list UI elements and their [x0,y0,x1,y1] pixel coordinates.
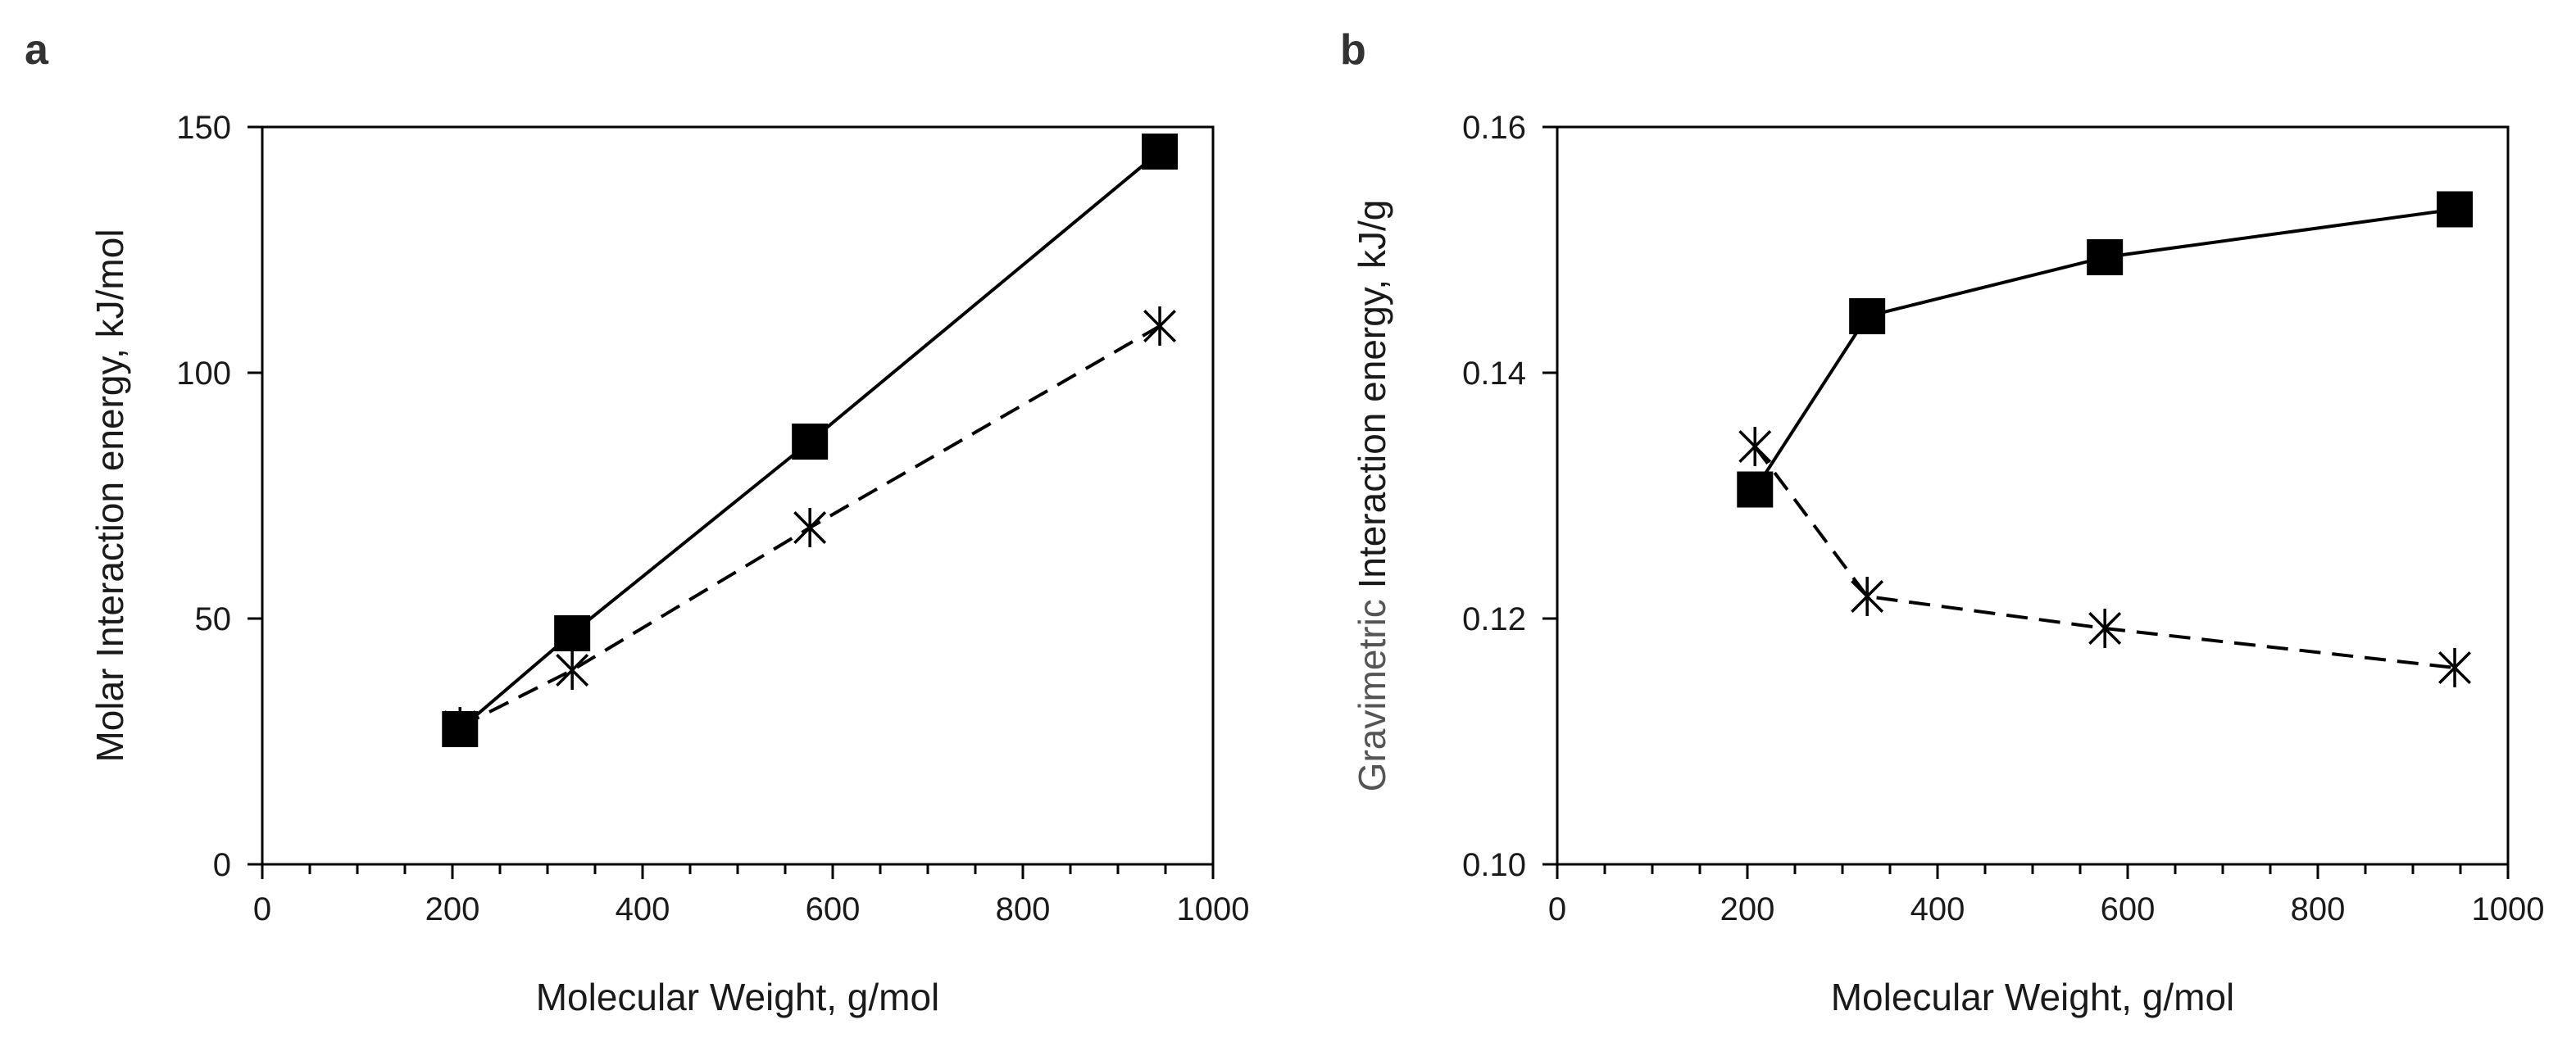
series-line-squares [459,150,1161,731]
x-tick-label: 200 [425,891,480,927]
x-tick-label: 400 [1910,891,1965,927]
data-point-square [1849,298,1886,334]
data-point-square [1142,134,1179,170]
star-stroke [443,710,477,743]
star-stroke [556,654,589,687]
data-point-square [1737,471,1774,508]
series-line-stars [459,324,1161,728]
y-axis-title: Gravimetric Interaction energy, kJ/g [1351,200,1393,792]
y-tick-label: 0.12 [1462,601,1526,637]
y-tick-label: 0.10 [1462,847,1526,883]
x-tick-label: 0 [253,891,271,927]
star-stroke [793,511,827,544]
data-point-star [2088,609,2122,648]
panel-label: b [1340,26,1366,74]
y-tick-label: 0 [213,847,231,883]
data-point-square [2087,239,2124,275]
data-point-star [1738,427,1772,466]
x-tick-label: 600 [806,891,861,927]
x-tick-label: 800 [2291,891,2346,927]
y-tick-label: 0.14 [1462,356,1526,392]
data-point-star [793,508,827,547]
star-stroke [1143,310,1176,342]
panel-label: a [25,26,49,74]
y-axis-title-gray-part: Gravimetric [1351,599,1393,791]
y-tick-label: 150 [176,110,231,146]
x-tick-label: 1000 [1177,891,1250,927]
y-tick-label: 100 [176,356,231,392]
series-line-stars [1753,445,2456,669]
star-stroke [2088,612,2122,645]
y-axis-title-rest: Interaction energy, kJ/g [1351,200,1393,600]
data-point-star [1851,577,1884,616]
star-stroke [2438,651,2471,684]
y-axis-title: Molar Interaction energy, kJ/mol [89,229,131,762]
x-tick-label: 0 [1548,891,1566,927]
data-point-square [2437,191,2474,228]
x-tick-label: 1000 [2472,891,2545,927]
data-point-star [2438,648,2471,687]
plot-frame [1556,125,2510,866]
data-point-star [443,707,477,746]
y-tick-label: 0.16 [1462,110,1526,146]
y-tick-label: 50 [195,601,232,637]
chart-panel-a: a 0 200 400 600 800 1000 0 50 100 150 Molecular Wei… [25,26,1249,1018]
star-stroke [1738,430,1772,463]
star-stroke [1851,580,1884,613]
x-tick-label: 800 [996,891,1051,927]
x-axis-title: Molecular Weight, g/mol [1831,976,2235,1018]
x-tick-label: 200 [1720,891,1775,927]
data-point-star [1143,306,1176,346]
data-point-star [556,650,589,690]
chart-panel-b: b 0 200 400 600 800 1000 0.10 0.12 0.14 0.16 Molecu… [1340,26,2544,1018]
x-tick-label: 400 [616,891,670,927]
data-point-square [554,615,591,651]
data-point-square [792,424,829,460]
x-axis-title: Molecular Weight, g/mol [536,976,940,1018]
x-tick-label: 600 [2101,891,2156,927]
plot-frame [261,125,1215,866]
series-line-squares [1753,207,2456,491]
